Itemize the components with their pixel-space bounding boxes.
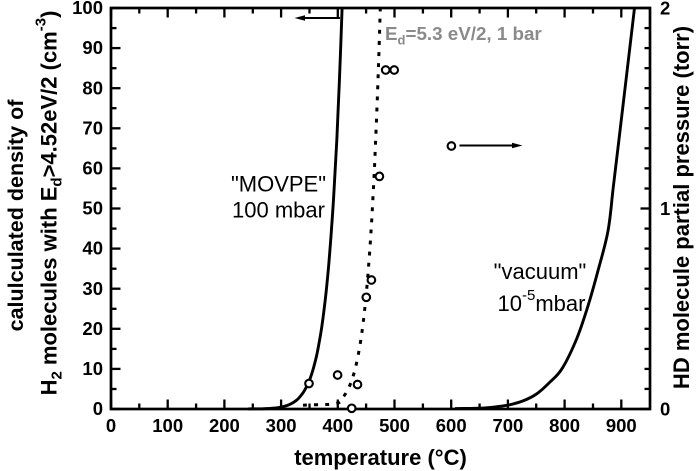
svg-text:90: 90 xyxy=(82,37,103,58)
svg-text:H2 molecules with Ed>4.52eV/2: H2 molecules with Ed>4.52eV/2 (cm-3) xyxy=(33,11,66,396)
svg-text:1: 1 xyxy=(660,198,670,219)
svg-text:200: 200 xyxy=(209,415,240,436)
svg-text:20: 20 xyxy=(82,318,103,339)
svg-text:"MOVPE": "MOVPE" xyxy=(231,172,326,197)
svg-text:60: 60 xyxy=(82,158,103,179)
svg-text:"vacuum": "vacuum" xyxy=(494,259,587,284)
svg-text:100: 100 xyxy=(72,0,103,18)
svg-text:100: 100 xyxy=(152,415,183,436)
svg-text:Ed=5.3 eV/2, 1 bar: Ed=5.3 eV/2, 1 bar xyxy=(385,23,542,48)
svg-text:80: 80 xyxy=(82,77,103,98)
svg-text:100 mbar: 100 mbar xyxy=(232,198,325,223)
svg-text:10: 10 xyxy=(82,358,103,379)
svg-text:700: 700 xyxy=(492,415,523,436)
svg-text:30: 30 xyxy=(82,278,103,299)
svg-text:0: 0 xyxy=(660,399,670,420)
svg-text:300: 300 xyxy=(266,415,297,436)
svg-text:10-5mbar: 10-5mbar xyxy=(498,287,586,316)
svg-text:900: 900 xyxy=(606,415,637,436)
svg-text:calulculated density of: calulculated density of xyxy=(4,99,28,332)
svg-text:0: 0 xyxy=(106,415,116,436)
svg-text:500: 500 xyxy=(379,415,410,436)
svg-text:50: 50 xyxy=(82,198,103,219)
svg-text:40: 40 xyxy=(82,238,103,259)
svg-text:temperature (°C): temperature (°C) xyxy=(294,445,467,470)
svg-text:70: 70 xyxy=(82,117,103,138)
svg-text:HD molecule partial pressure: HD molecule partial pressure (torr) xyxy=(669,26,694,389)
svg-text:400: 400 xyxy=(322,415,353,436)
svg-text:600: 600 xyxy=(436,415,467,436)
svg-text:800: 800 xyxy=(549,415,580,436)
svg-text:2: 2 xyxy=(660,0,670,19)
svg-text:0: 0 xyxy=(93,398,103,419)
